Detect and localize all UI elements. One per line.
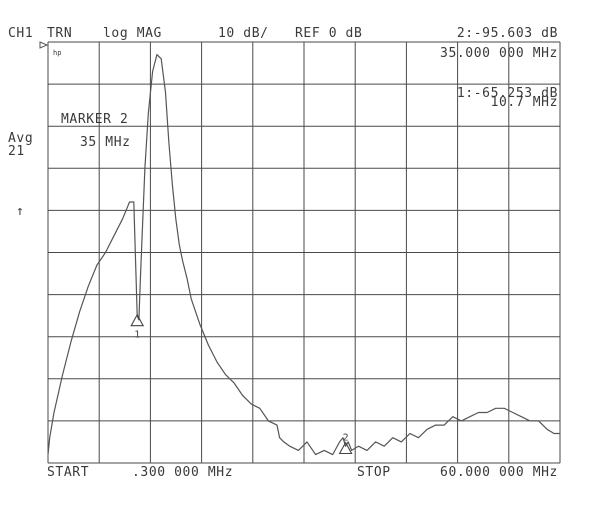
averaging-label: Avg: [8, 131, 34, 146]
channel-label: CH1: [8, 26, 34, 41]
active-marker-readout: 2:-95.603 dB: [456, 26, 558, 41]
scale-label: 10 dB/: [218, 26, 269, 41]
averaging-count: 21: [8, 144, 25, 159]
start-label: START: [47, 465, 90, 480]
format-label: log MAG: [103, 26, 162, 41]
stop-label: STOP: [357, 465, 391, 480]
marker1-readout-value: 1:-65.253 dB: [456, 86, 558, 101]
reference-arrow-icon: ↑: [16, 204, 25, 219]
marker-2-label: 2: [343, 432, 349, 443]
marker-label-frequency: 35 MHz: [80, 135, 131, 150]
ref-position-icon: [39, 41, 49, 49]
graticule: [47, 41, 561, 464]
start-value: .300 000 MHz: [132, 465, 234, 480]
measurement-label: TRN: [47, 26, 73, 41]
marker1-readout-frequency: 10.7 MHz: [490, 95, 558, 110]
marker-layer: 12: [130, 313, 353, 455]
marker-label-title: MARKER 2: [61, 112, 129, 127]
marker-1-label: 1: [134, 330, 140, 341]
marker-1-triangle: [130, 313, 145, 327]
marker-2-triangle: [338, 441, 353, 455]
reference-label: REF 0 dB: [295, 26, 363, 41]
stop-value: 60.000 000 MHz: [440, 465, 558, 480]
active-marker-frequency: 35.000 000 MHz: [440, 46, 558, 61]
hp-logo: hp: [53, 49, 62, 57]
